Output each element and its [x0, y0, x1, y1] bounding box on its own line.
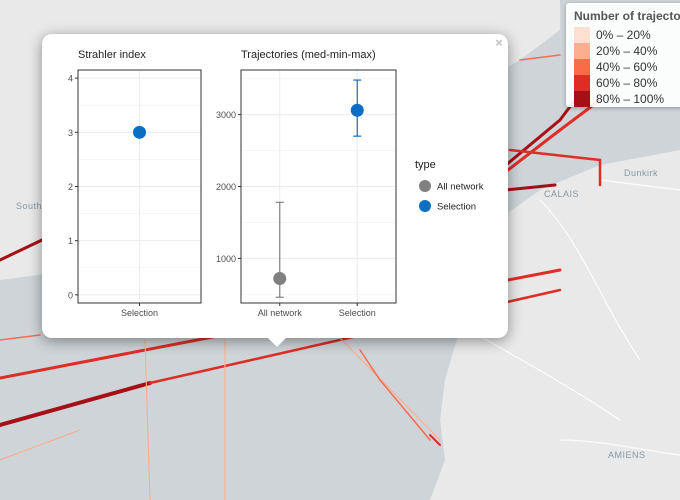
popup-plots: Strahler index 0 1 2 3 4 Selection Trajectorie… — [68, 49, 484, 318]
legend-swatch — [574, 27, 590, 43]
plot-legend-title: type — [415, 159, 436, 171]
popup-tip — [268, 338, 286, 347]
plot-legend-label: Selection — [437, 202, 476, 213]
legend-swatch — [574, 75, 590, 91]
legend-item: 20% – 40% — [574, 43, 680, 59]
data-point — [350, 103, 364, 117]
popup-close-button[interactable]: × — [495, 35, 503, 50]
legend-label: 40% – 60% — [596, 60, 658, 74]
data-point — [273, 272, 287, 286]
legend-swatch — [574, 91, 590, 107]
x-tick-label: Selection — [339, 308, 376, 318]
y-tick-label: 1 — [68, 236, 73, 246]
y-tick-label: 0 — [68, 290, 73, 300]
y-tick-label: 2000 — [216, 182, 236, 192]
plot-legend-key — [419, 200, 431, 212]
legend-swatch — [574, 43, 590, 59]
legend-label: 20% – 40% — [596, 44, 658, 58]
data-point — [133, 125, 146, 139]
map-popup: Strahler index 0 1 2 3 4 Selection Trajectorie… — [42, 34, 508, 338]
legend-swatch — [574, 59, 590, 75]
legend-label: 60% – 80% — [596, 76, 658, 90]
legend-item: 80% – 100% — [574, 91, 680, 107]
plot-legend-label: All network — [437, 182, 484, 193]
place-amiens: AMIENS — [608, 450, 646, 460]
plot-title: Trajectories (med-min-max) — [241, 49, 376, 61]
plot-title: Strahler index — [78, 49, 146, 61]
y-tick-label: 1000 — [216, 254, 236, 264]
y-tick-label: 2 — [68, 182, 73, 192]
map-legend-title: Number of trajecto — [574, 9, 680, 23]
legend-item: 40% – 60% — [574, 59, 680, 75]
place-south: South — [16, 201, 42, 211]
map-legend: Number of trajecto 0% – 20% 20% – 40% 40… — [566, 3, 680, 107]
legend-item: 0% – 20% — [574, 27, 680, 43]
place-dunkirk: Dunkirk — [624, 168, 658, 178]
y-tick-label: 3 — [68, 128, 73, 138]
legend-label: 80% – 100% — [596, 92, 665, 106]
x-tick-label: All network — [258, 308, 303, 318]
legend-label: 0% – 20% — [596, 28, 651, 42]
plot-border — [240, 69, 397, 304]
strahler-plot: Strahler index 0 1 2 3 4 Selection — [68, 49, 202, 318]
y-tick-label: 3000 — [216, 110, 236, 120]
x-tick-label: Selection — [121, 308, 158, 318]
plot-border — [77, 69, 202, 304]
legend-item: 60% – 80% — [574, 75, 680, 91]
place-calais: CALAIS — [544, 189, 579, 199]
trajectories-plot: Trajectories (med-min-max) 1000 2000 3000 Al… — [216, 49, 397, 318]
y-tick-label: 4 — [68, 74, 73, 84]
plot-legend-key — [419, 180, 431, 192]
